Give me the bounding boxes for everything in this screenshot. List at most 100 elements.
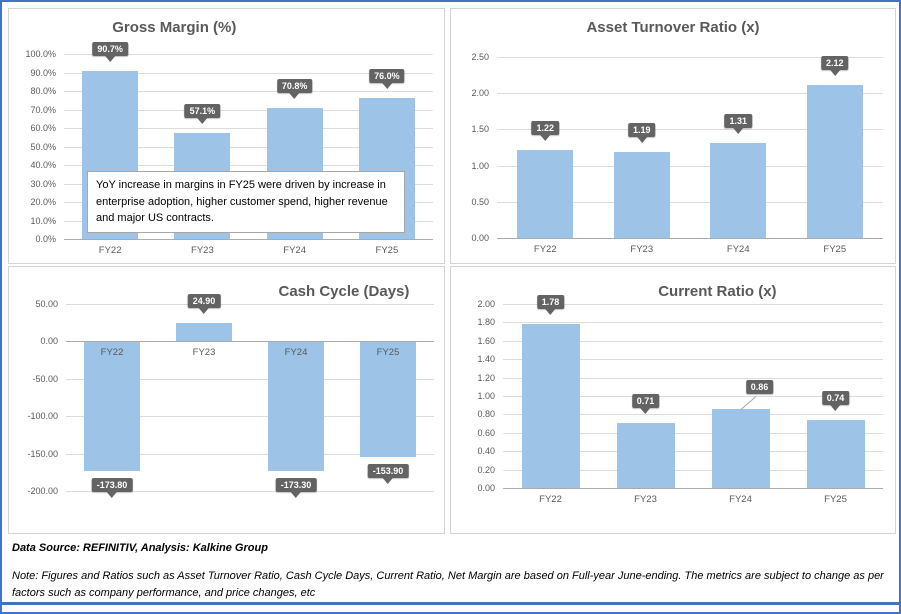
bar [517,149,574,238]
y-axis-tick-label: 2.00 [477,299,495,309]
y-axis-tick-label: 30.0% [30,178,56,189]
value-callout-box: 1.22 [531,120,560,135]
gridline [503,322,883,324]
y-axis-tick-label: 0.00 [471,233,489,243]
y-axis-tick-label: 10.0% [30,215,56,226]
gridline [497,165,883,167]
bar [360,341,416,457]
y-axis-tick-label: 70.0% [30,104,56,115]
gridline [503,359,883,361]
gridline [503,304,883,305]
chart-panel-asset-turnover: 2.50 2.00 1.50 1.00 0.50 0.00 FY22 1.22 FY23 1.19… [450,8,896,264]
value-callout: 70.8% [276,79,313,100]
value-callout: 1.78 [536,295,565,316]
down-arrow-icon [733,128,744,135]
value-callout-box: 1.78 [536,295,565,310]
x-category-label: FY24 [729,494,752,505]
gross-margin-title: Gross Margin (%) [112,19,237,36]
y-axis-tick-label: 0.40 [477,446,495,457]
gridline [66,491,434,492]
y-axis-tick-label: 0.0% [35,234,56,244]
value-callout: -153.90 [367,463,409,484]
y-axis-tick-label: 1.60 [477,335,495,346]
gridline [64,54,433,55]
gridline [66,378,434,380]
y-axis-tick-label: 1.50 [471,124,489,135]
down-arrow-icon [636,136,647,143]
y-axis-tick-label: 1.20 [477,372,495,383]
gridline [64,72,433,74]
x-category-label: FY25 [376,347,400,359]
x-category-label: FY23 [634,494,657,505]
down-arrow-icon [291,492,301,499]
y-axis-tick-label: -100.00 [27,411,58,422]
down-arrow-icon [107,492,117,499]
y-axis-tick-label: 20.0% [30,197,56,207]
down-arrow-icon [545,309,556,316]
chart-panel-gross-margin: 100.0% 90.0% 80.0% 70.0% 60.0% 50.0% 40.0% 30.0… [8,8,445,264]
value-callout-box: 0.74 [821,390,850,405]
asset-turnover-title: Asset Turnover Ratio (x) [586,19,760,36]
value-callout-box: 1.19 [627,122,656,137]
value-callout: 90.7% [92,42,128,63]
gridline [503,414,883,416]
x-category-label: FY24 [283,245,306,256]
gridline [497,93,883,95]
gridline [503,469,883,471]
gridline [66,416,434,418]
bar [616,422,675,488]
value-callout-box: 90.7% [92,42,128,57]
value-callout: 57.1% [184,104,221,125]
y-axis-tick-label: 0.20 [477,464,495,475]
y-axis-tick-label: -150.00 [27,448,58,459]
value-callout-box: 2.12 [820,55,849,70]
gridline [503,340,883,342]
down-arrow-icon [830,404,841,411]
down-arrow-icon [383,477,393,484]
y-axis-tick-label: 0.00 [40,336,58,347]
y-axis-tick-label: 2.00 [471,88,489,99]
y-axis-tick-label: 1.00 [471,160,489,171]
x-axis-line [497,238,883,239]
x-axis-line [503,488,883,489]
value-callout-box: -173.80 [91,478,133,493]
y-axis-tick-label: -200.00 [27,486,58,496]
y-axis-tick-label: 90.0% [30,67,56,78]
bar [806,84,863,238]
x-axis-line [66,341,434,343]
gridline [64,109,433,111]
value-callout-box: 57.1% [184,104,221,119]
x-category-label: FY22 [100,347,124,359]
bar [711,408,770,488]
chart-panel-cash-cycle: 50.00 0.00 -50.00 -100.00 -150.00 -200.00 FY22… [8,266,445,534]
x-category-label: FY23 [192,347,216,359]
x-category-label: FY23 [191,245,214,256]
value-callout: 0.71 [631,393,660,414]
cash-cycle-plot-area: 50.00 0.00 -50.00 -100.00 -150.00 -200.00 FY22… [9,267,444,533]
value-callout: -173.80 [91,478,133,499]
cash-cycle-title: Cash Cycle (Days) [278,283,410,300]
y-axis-tick-label: 100.0% [25,49,56,59]
gridline [497,57,883,58]
down-arrow-icon [199,307,209,314]
y-axis-tick-label: 40.0% [30,160,56,170]
gridline [64,128,433,129]
bar [521,324,580,488]
value-callout-box: 0.71 [631,393,660,408]
x-category-label: FY25 [824,494,847,505]
x-category-label: FY25 [375,245,399,256]
x-category-label: FY24 [726,244,750,255]
value-callout-box: 24.90 [187,293,221,308]
callout-leader-line [740,396,756,410]
value-callout: 1.31 [724,114,753,135]
gridline [66,453,434,455]
x-axis-line [64,239,433,240]
gridline [497,129,883,131]
down-arrow-icon [540,134,551,141]
value-callout-box: 0.86 [745,379,774,394]
y-axis-tick-label: 1.80 [477,317,495,328]
gridline [64,146,433,148]
y-axis-tick-label: 80.0% [30,86,56,96]
current-ratio-plot-area: 2.00 1.80 1.60 1.40 1.20 1.00 0.80 0.60 0.40 0.20… [451,267,895,533]
value-callout: 76.0% [369,69,405,90]
